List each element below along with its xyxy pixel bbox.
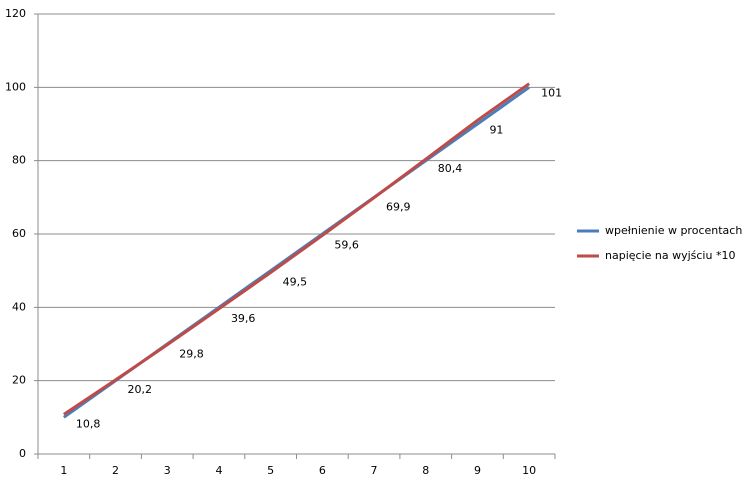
x-tick-label: 9 — [474, 464, 481, 477]
data-label: 101 — [541, 87, 562, 100]
data-label: 91 — [489, 123, 503, 136]
data-label: 59,6 — [334, 238, 359, 251]
data-label: 20,2 — [128, 383, 153, 396]
x-tick-label: 6 — [319, 464, 326, 477]
data-label: 49,5 — [283, 276, 308, 289]
x-tick-label: 3 — [164, 464, 171, 477]
x-tick-label: 5 — [267, 464, 274, 477]
data-label: 69,9 — [386, 201, 411, 214]
x-tick-label: 7 — [371, 464, 378, 477]
y-tick-label: 20 — [12, 374, 26, 387]
y-tick-label: 40 — [12, 300, 26, 313]
y-tick-label: 100 — [5, 80, 26, 93]
data-label: 29,8 — [179, 348, 204, 361]
x-tick-label: 4 — [215, 464, 222, 477]
y-tick-label: 0 — [19, 447, 26, 460]
legend-label: napięcie na wyjściu *10 — [605, 249, 735, 262]
x-tick-label: 1 — [60, 464, 67, 477]
y-tick-label: 80 — [12, 154, 26, 167]
series-line — [63, 82, 531, 416]
data-label: 39,6 — [231, 312, 256, 325]
y-tick-label: 120 — [5, 7, 26, 20]
y-tick-label: 60 — [12, 227, 26, 240]
x-tick-label: 10 — [522, 464, 536, 477]
data-label: 10,8 — [76, 417, 101, 430]
x-tick-label: 2 — [112, 464, 119, 477]
x-tick-label: 8 — [422, 464, 429, 477]
data-label: 80,4 — [438, 162, 463, 175]
legend-label: wpełnienie w procentach — [605, 224, 742, 237]
